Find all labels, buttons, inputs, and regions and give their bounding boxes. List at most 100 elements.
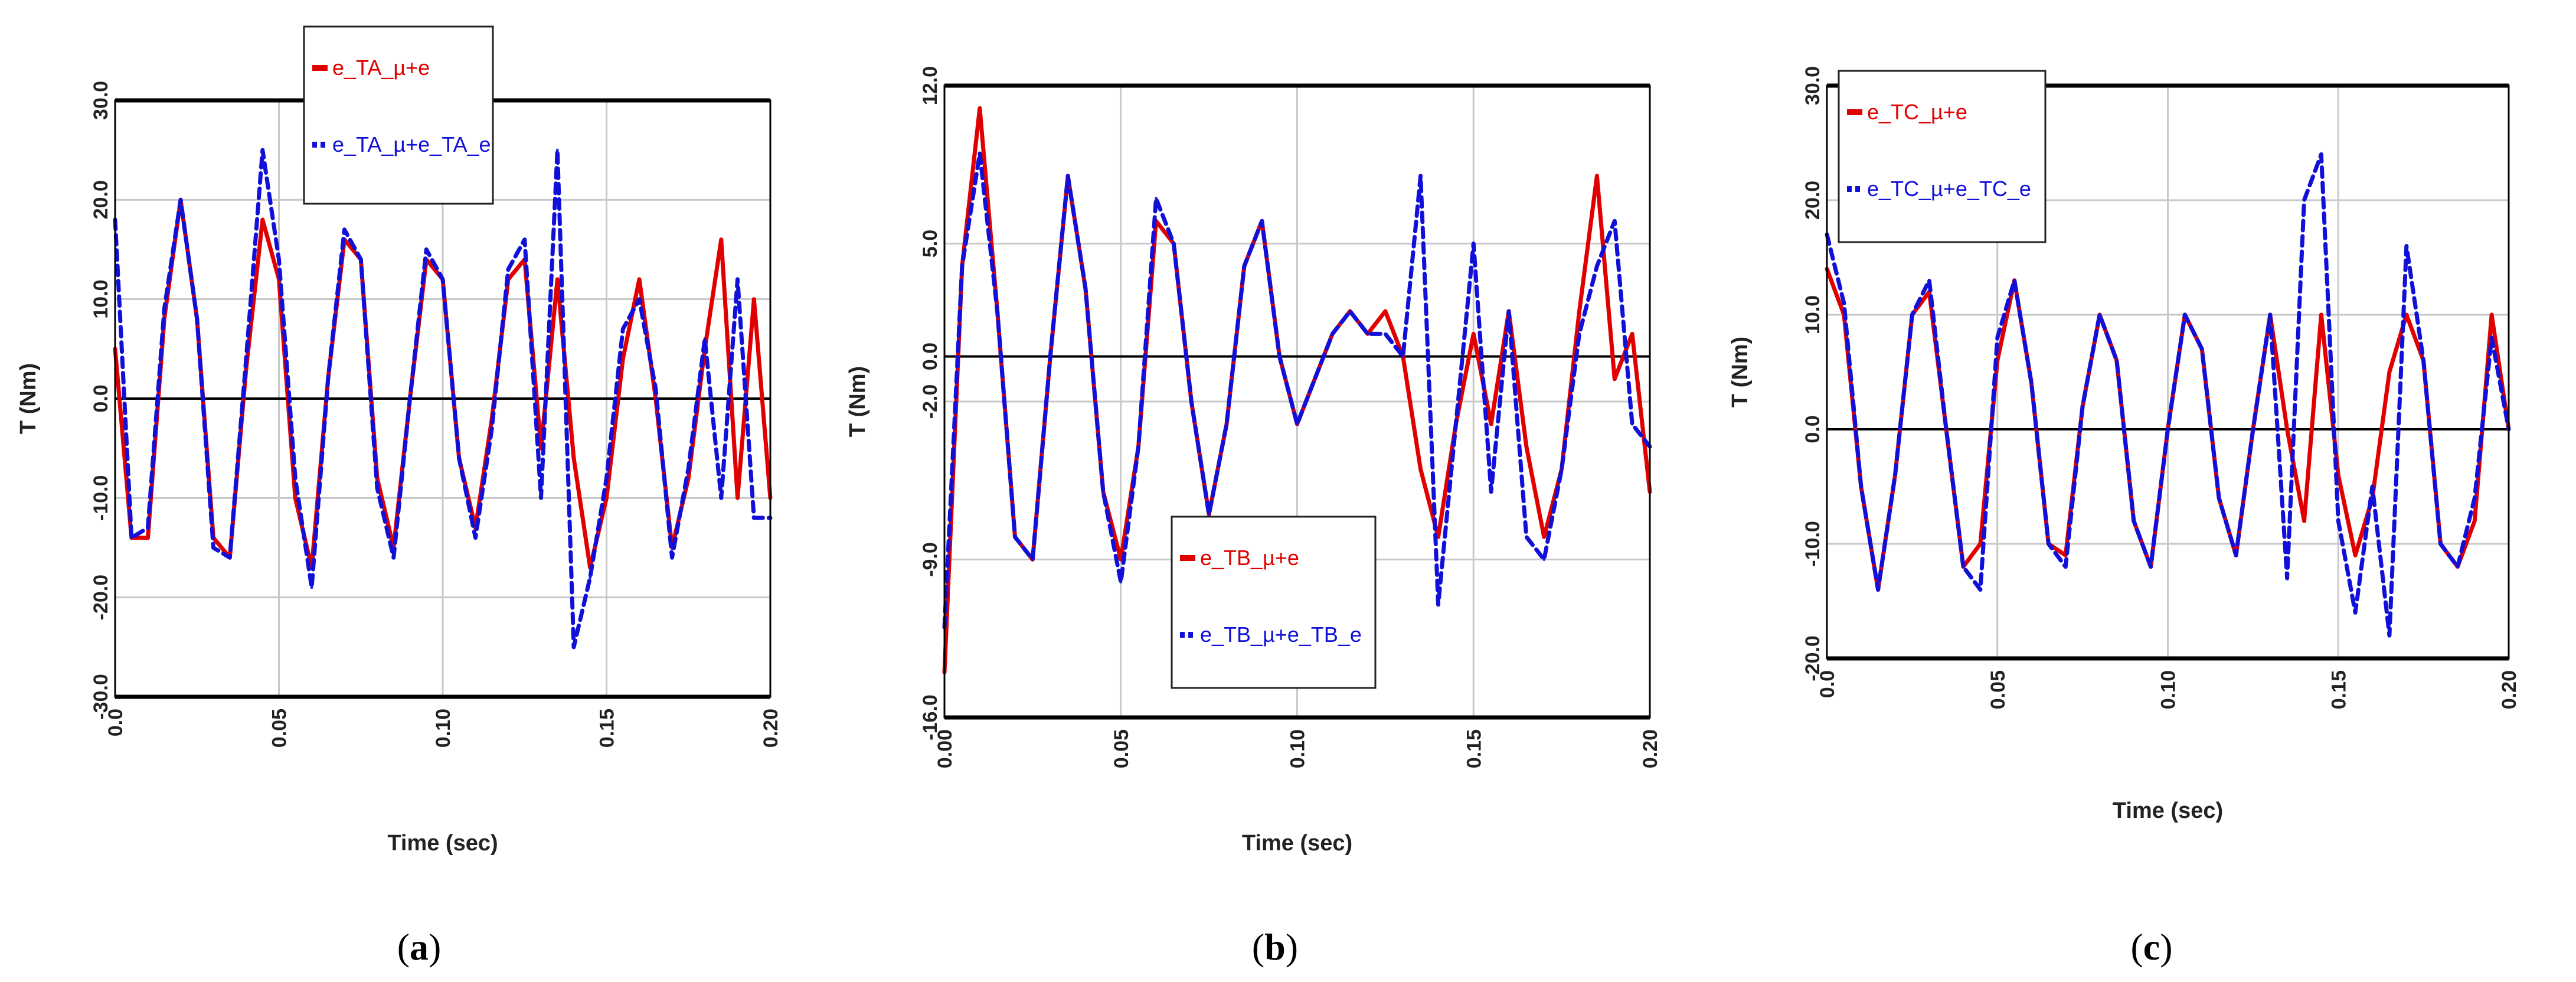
data-point [261, 148, 264, 152]
data-point [654, 387, 658, 390]
data-point [1331, 332, 1334, 335]
data-point [555, 278, 559, 281]
data-point [1613, 219, 1616, 223]
data-point [1894, 474, 1897, 477]
data-point [572, 456, 576, 460]
data-point [2013, 279, 2016, 282]
data-point [441, 278, 444, 281]
caption-close-paren: ) [1286, 926, 1298, 968]
data-point [2319, 313, 2323, 317]
data-point [1278, 355, 1282, 358]
data-point [1979, 542, 1982, 546]
y-tick-label: 5.0 [919, 230, 942, 257]
data-point [195, 317, 199, 321]
data-point [2336, 519, 2340, 523]
x-tick-label: 0.05 [269, 709, 291, 748]
data-point [1472, 242, 1475, 245]
data-point [408, 397, 411, 400]
data-point [1877, 588, 1880, 592]
data-point [2473, 519, 2476, 523]
data-point [1119, 580, 1123, 584]
caption-open-paren: ( [397, 926, 410, 968]
data-point [2115, 359, 2119, 363]
data-point [1419, 174, 1423, 178]
data-point [2353, 611, 2357, 614]
data-point [1525, 445, 1528, 448]
data-point [1979, 588, 1982, 592]
data-point [572, 645, 576, 649]
data-point [2388, 634, 2391, 637]
legend-entry: e_TB_µ+e_TB_e [1200, 622, 1362, 647]
data-point [703, 337, 707, 341]
data-point [1927, 279, 1931, 282]
data-point [638, 298, 641, 301]
panel-caption: (c) [2130, 926, 2172, 968]
data-point [720, 496, 723, 500]
data-point [2319, 152, 2323, 156]
data-point [736, 278, 739, 281]
data-point [605, 477, 608, 480]
data-point [2439, 542, 2442, 546]
caption-letter: c [2143, 926, 2160, 968]
y-tick-label: -30.0 [90, 674, 112, 720]
data-point [1243, 265, 1246, 268]
data-point [2303, 519, 2306, 523]
y-tick-label: 30.0 [1802, 66, 1824, 105]
data-point [1189, 400, 1193, 403]
y-tick-label: 20.0 [90, 180, 112, 219]
data-point [392, 556, 395, 559]
data-point [540, 496, 542, 500]
data-point [523, 238, 527, 242]
x-tick-label: 0.0 [104, 709, 127, 736]
data-point [1525, 535, 1528, 539]
caption-close-paren: ) [2160, 926, 2172, 968]
data-point [2183, 313, 2186, 317]
data-point [2030, 381, 2033, 385]
legend-entry: e_TB_µ+e [1200, 546, 1299, 570]
data-point [589, 576, 592, 579]
data-point [752, 298, 756, 301]
data-point [2268, 313, 2272, 317]
data-point [2405, 313, 2408, 317]
x-tick-label: 0.15 [2327, 670, 2350, 709]
chart-panel-c: 30.020.010.00.0-10.0-20.00.0 0.05 0.10 0.15… [1728, 66, 2521, 968]
data-point [1578, 332, 1581, 335]
data-point [2490, 313, 2493, 317]
data-point [1944, 428, 1948, 431]
data-point [310, 586, 313, 589]
data-point [1296, 422, 1299, 426]
data-point [1384, 309, 1387, 313]
data-point [638, 278, 641, 281]
y-tick-label: -9.0 [919, 542, 942, 577]
data-point [2303, 198, 2306, 202]
data-point [212, 546, 215, 549]
data-point [2132, 519, 2136, 523]
data-point [621, 357, 625, 361]
chart-panel-a: 30.020.010.00.0-10.0-20.0-30.00.0 0.05 0.1… [16, 25, 782, 968]
data-point [1859, 485, 1863, 488]
data-point [1910, 313, 1914, 317]
data-point [1101, 490, 1105, 494]
data-point [1384, 332, 1387, 335]
data-point [146, 536, 149, 540]
data-point [1542, 558, 1546, 561]
data-point [1137, 445, 1140, 448]
data-point [2405, 244, 2408, 248]
data-point [1260, 219, 1264, 223]
data-point [2251, 428, 2255, 431]
y-axis-label: T (Nm) [845, 366, 870, 437]
x-tick-label: 0.0 [1816, 670, 1839, 698]
y-tick-label: -20.0 [90, 575, 112, 621]
y-tick-label: 12.0 [919, 66, 942, 105]
data-point [1613, 377, 1616, 381]
y-tick-label: -20.0 [1802, 635, 1824, 681]
data-point [1542, 535, 1546, 539]
data-point [293, 496, 297, 500]
data-point [1207, 513, 1211, 516]
data-point [2286, 428, 2289, 431]
y-tick-label: 10.0 [90, 280, 112, 319]
data-point [162, 308, 166, 311]
y-tick-label: -10.0 [1802, 521, 1824, 567]
y-tick-label: -16.0 [919, 694, 942, 740]
data-point [2422, 359, 2425, 363]
